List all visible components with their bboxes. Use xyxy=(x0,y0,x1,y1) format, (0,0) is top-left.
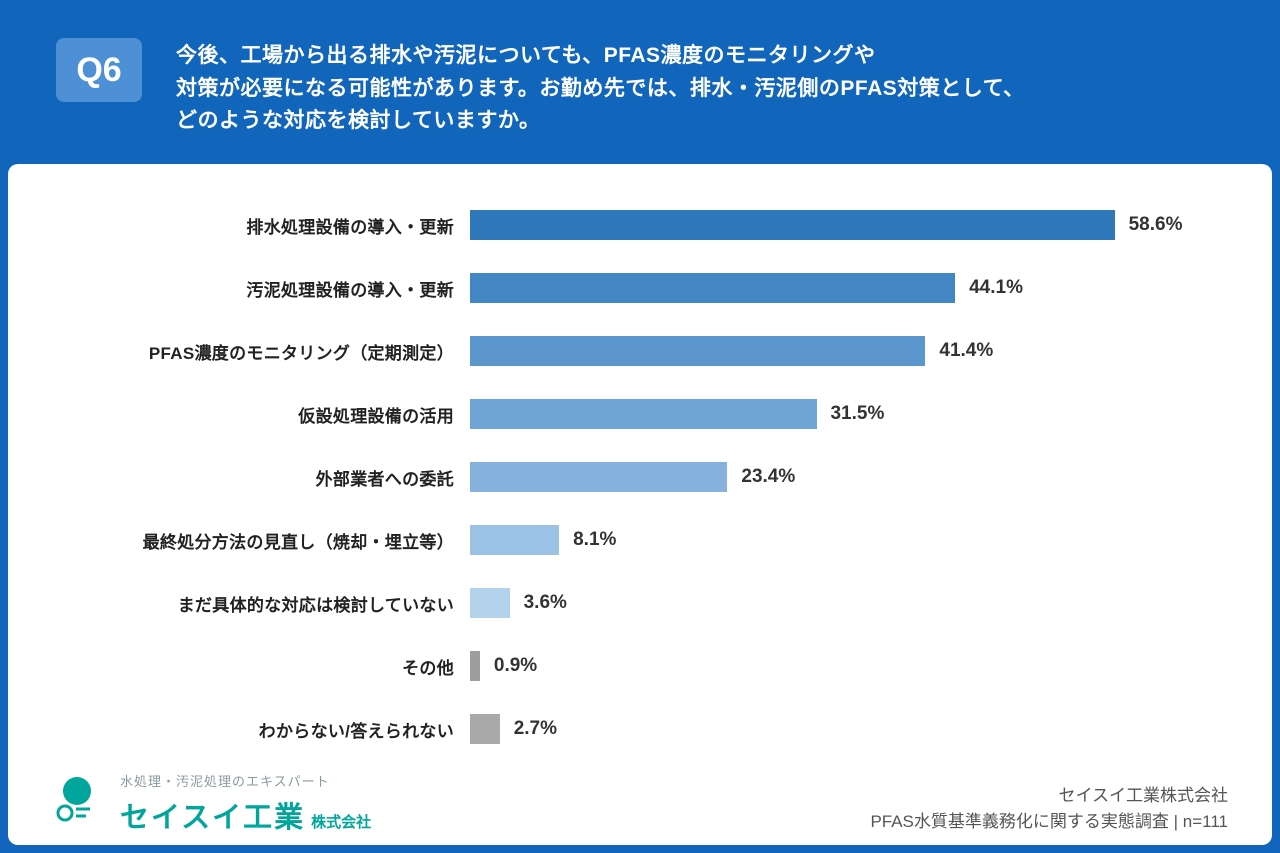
category-label: 汚泥処理設備の導入・更新 xyxy=(246,280,454,300)
category-label: 仮設処理設備の活用 xyxy=(298,406,454,426)
category-label: 外部業者への委託 xyxy=(315,469,454,489)
chart-row: その他 0.9% xyxy=(38,635,1242,698)
value-label: 58.6% xyxy=(1128,214,1183,236)
chart-row: まだ具体的な対応は検討していない 3.6% xyxy=(38,572,1242,635)
value-label: 2.7% xyxy=(513,718,557,740)
bar xyxy=(470,714,500,745)
chart-row: 外部業者への委託 23.4% xyxy=(38,446,1242,509)
category-label: まだ具体的な対応は検討していない xyxy=(177,595,454,615)
question-header: Q6 今後、工場から出る排水や汚泥についても、PFAS濃度のモニタリングや 対策… xyxy=(8,8,1272,164)
category-label: わからない/答えられない xyxy=(258,721,454,741)
chart-card: 排水処理設備の導入・更新 58.6% 汚泥処理設備の導入・更新 44.1% PFAS濃度… xyxy=(8,163,1272,845)
brand-text: 水処理・汚泥処理のエキスパート セイスイ工業 株式会社 xyxy=(120,771,371,836)
category-label: 排水処理設備の導入・更新 xyxy=(246,217,454,237)
brand-name-line: セイスイ工業 株式会社 xyxy=(120,794,371,836)
chart-row: 最終処分方法の見直し（焼却・埋立等） 8.1% xyxy=(38,509,1242,572)
bar xyxy=(470,210,1115,241)
bar-track: 23.4% xyxy=(470,462,1130,493)
brand-suffix: 株式会社 xyxy=(311,813,372,831)
bar xyxy=(470,336,926,367)
footer: 水処理・汚泥処理のエキスパート セイスイ工業 株式会社 セイスイ工業株式会社 P… xyxy=(38,761,1242,842)
value-label: 44.1% xyxy=(969,277,1023,299)
question-text: 今後、工場から出る排水や汚泥についても、PFAS濃度のモニタリングや 対策が必要… xyxy=(176,44,1025,133)
value-label: 23.4% xyxy=(741,466,796,488)
chart-row: わからない/答えられない 2.7% xyxy=(38,698,1242,761)
chart-row: 排水処理設備の導入・更新 58.6% xyxy=(38,194,1242,257)
category-label: その他 xyxy=(402,658,454,678)
brand-tagline: 水処理・汚泥処理のエキスパート xyxy=(120,773,330,789)
question-number-badge: Q6 xyxy=(56,38,142,102)
bar-track: 0.9% xyxy=(470,651,1130,682)
chart-row: PFAS濃度のモニタリング（定期測定） 41.4% xyxy=(38,320,1242,383)
bar-track: 58.6% xyxy=(470,210,1182,241)
category-label: 最終処分方法の見直し（焼却・埋立等） xyxy=(142,532,454,552)
water-drop-logo-icon xyxy=(56,775,108,836)
value-label: 0.9% xyxy=(493,655,538,677)
bar-track: 2.7% xyxy=(470,714,1130,745)
company-brand: 水処理・汚泥処理のエキスパート セイスイ工業 株式会社 xyxy=(56,771,371,836)
bar-chart: 排水処理設備の導入・更新 58.6% 汚泥処理設備の導入・更新 44.1% PFAS濃度… xyxy=(38,190,1242,761)
survey-source: セイスイ工業株式会社 PFAS水質基準義務化に関する実態調査 | n=111 xyxy=(870,783,1228,836)
bar xyxy=(470,588,510,619)
bar-track: 41.4% xyxy=(470,336,1130,367)
bar xyxy=(470,651,480,682)
bar xyxy=(470,462,728,493)
chart-row: 仮設処理設備の活用 31.5% xyxy=(38,383,1242,446)
value-label: 41.4% xyxy=(939,340,994,362)
bar xyxy=(470,399,817,430)
value-label: 31.5% xyxy=(830,403,885,425)
bar xyxy=(470,273,956,304)
value-label: 3.6% xyxy=(523,592,567,614)
chart-row: 汚泥処理設備の導入・更新 44.1% xyxy=(38,257,1242,320)
brand-name: セイスイ工業 xyxy=(120,801,306,834)
bar-track: 3.6% xyxy=(470,588,1130,619)
bar xyxy=(470,525,560,556)
value-label: 8.1% xyxy=(573,529,617,551)
bar-track: 8.1% xyxy=(470,525,1130,556)
bar-track: 31.5% xyxy=(470,399,1130,430)
source-company: セイスイ工業株式会社 xyxy=(1058,785,1229,805)
category-label: PFAS濃度のモニタリング（定期測定） xyxy=(148,343,454,363)
bar-track: 44.1% xyxy=(470,273,1130,304)
source-survey: PFAS水質基準義務化に関する実態調査 | n=111 xyxy=(870,812,1228,832)
